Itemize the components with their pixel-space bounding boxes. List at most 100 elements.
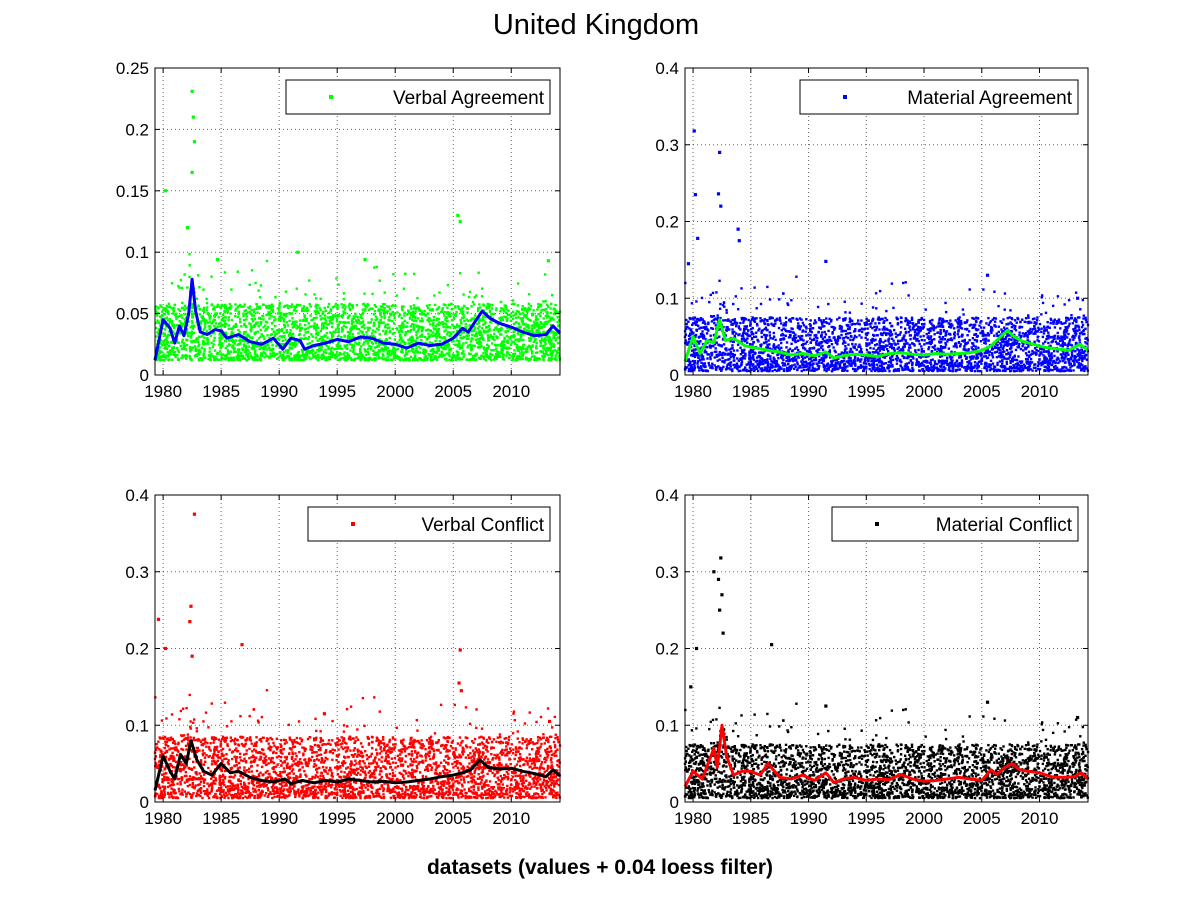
- scatter-point: [1059, 344, 1062, 347]
- scatter-point: [232, 325, 236, 328]
- scatter-point: [366, 358, 369, 362]
- scatter-point: [372, 334, 375, 338]
- scatter-point: [1036, 329, 1040, 333]
- scatter-point: [509, 315, 513, 318]
- scatter-point: [524, 322, 527, 326]
- scatter-point: [359, 321, 363, 325]
- scatter-point: [437, 330, 440, 333]
- scatter-point: [794, 347, 797, 350]
- scatter-point: [500, 349, 503, 353]
- scatter-point: [531, 345, 534, 348]
- scatter-point: [219, 332, 222, 335]
- scatter-point: [170, 306, 173, 310]
- scatter-point: [380, 315, 383, 319]
- scatter-point: [927, 335, 930, 338]
- scatter-point: [919, 355, 922, 358]
- scatter-point: [385, 338, 388, 342]
- scatter-point: [455, 339, 459, 342]
- scatter-point: [482, 346, 485, 349]
- scatter-point: [162, 307, 166, 310]
- scatter-point: [874, 322, 877, 325]
- scatter-point: [357, 354, 360, 357]
- scatter-point: [515, 344, 519, 347]
- scatter-point: [392, 351, 395, 355]
- scatter-point: [476, 327, 480, 330]
- scatter-point: [362, 323, 366, 326]
- scatter-point: [867, 351, 870, 354]
- scatter-point: [909, 346, 912, 349]
- scatter-point: [820, 340, 824, 344]
- scatter-point: [368, 357, 372, 360]
- scatter-point: [697, 353, 701, 357]
- scatter-point: [506, 317, 509, 320]
- scatter-point: [435, 318, 439, 322]
- scatter-point: [690, 363, 693, 367]
- scatter-point: [973, 333, 977, 336]
- scatter-point: [174, 355, 177, 359]
- scatter-point: [425, 304, 429, 307]
- scatter-point: [185, 226, 190, 230]
- scatter-point: [289, 358, 292, 362]
- scatter-point: [313, 293, 316, 296]
- scatter-point: [445, 357, 448, 360]
- scatter-point: [798, 364, 802, 368]
- scatter-point: [191, 304, 194, 308]
- scatter-point: [804, 325, 808, 329]
- scatter-point: [448, 348, 451, 351]
- scatter-point: [188, 355, 192, 358]
- scatter-point: [263, 356, 266, 359]
- scatter-point: [1029, 368, 1032, 371]
- scatter-point: [506, 326, 509, 330]
- scatter-point: [203, 336, 206, 339]
- scatter-point: [1013, 327, 1016, 330]
- scatter-point: [483, 322, 486, 325]
- scatter-point: [359, 316, 363, 319]
- scatter-point: [769, 355, 772, 358]
- scatter-point: [299, 304, 302, 307]
- scatter-point: [753, 335, 756, 339]
- scatter-point: [411, 350, 415, 353]
- scatter-point: [901, 354, 904, 358]
- scatter-point: [972, 344, 975, 348]
- scatter-point: [406, 321, 409, 324]
- scatter-point: [933, 333, 936, 336]
- scatter-point: [805, 363, 808, 366]
- scatter-point: [477, 332, 481, 335]
- scatter-point: [505, 308, 508, 311]
- scatter-point: [371, 342, 375, 345]
- scatter-point: [220, 356, 223, 360]
- scatter-point: [1019, 361, 1023, 365]
- scatter-point: [258, 316, 261, 320]
- scatter-point: [316, 358, 320, 362]
- scatter-point: [454, 343, 457, 347]
- scatter-point: [470, 347, 473, 350]
- scatter-point: [915, 360, 919, 363]
- scatter-point: [697, 342, 701, 345]
- scatter-point: [350, 326, 353, 329]
- scatter-point: [911, 366, 914, 370]
- scatter-point: [182, 322, 185, 326]
- scatter-point: [157, 311, 160, 314]
- scatter-point: [190, 170, 194, 174]
- scatter-point: [733, 330, 736, 334]
- scatter-point: [249, 323, 252, 326]
- scatter-point: [987, 316, 990, 320]
- scatter-point: [875, 307, 878, 310]
- scatter-point: [378, 338, 381, 341]
- scatter-point: [468, 290, 472, 294]
- scatter-point: [763, 350, 766, 353]
- scatter-point: [486, 302, 489, 306]
- scatter-point: [324, 351, 328, 355]
- scatter-point: [336, 307, 339, 311]
- scatter-point: [190, 348, 193, 352]
- scatter-point: [365, 357, 368, 360]
- scatter-point: [851, 342, 854, 346]
- scatter-point: [897, 346, 901, 349]
- scatter-point: [323, 317, 327, 320]
- scatter-point: [352, 344, 356, 347]
- scatter-point: [391, 327, 394, 331]
- scatter-point: [545, 320, 548, 324]
- scatter-point: [290, 305, 293, 309]
- scatter-point: [172, 306, 176, 310]
- scatter-point: [503, 315, 506, 318]
